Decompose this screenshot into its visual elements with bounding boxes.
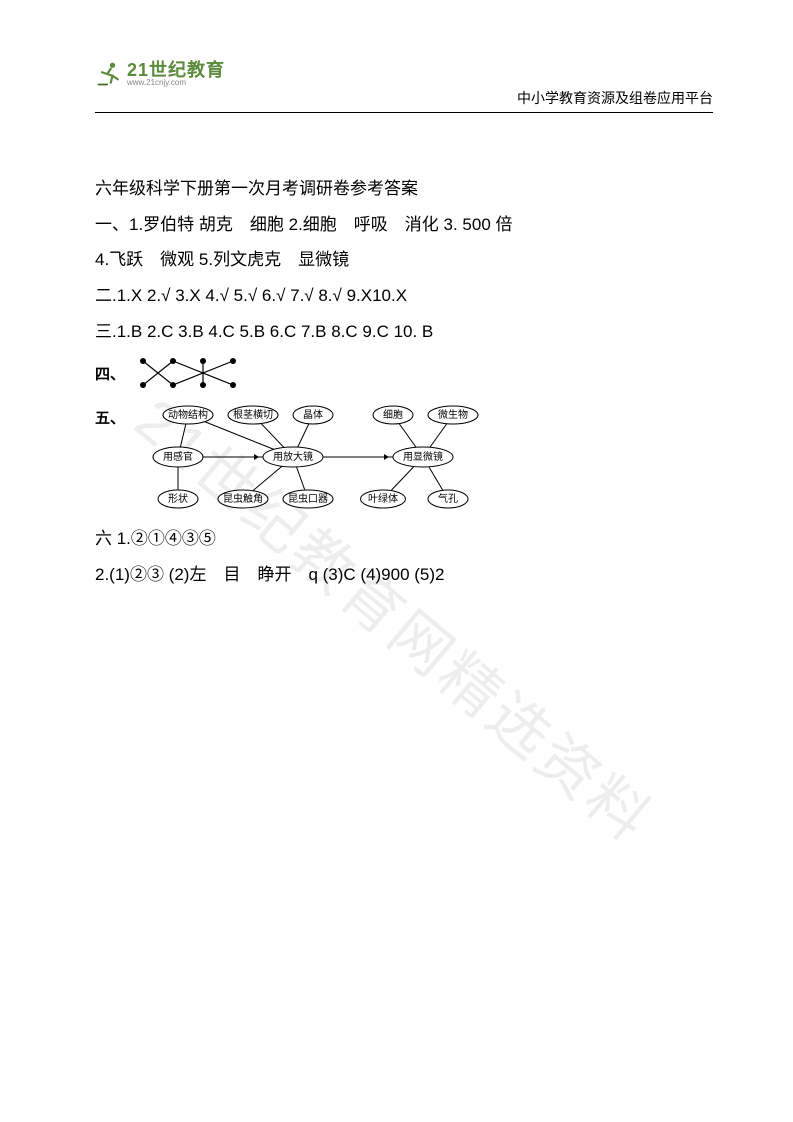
title: 六年级科学下册第一次月考调研卷参考答案 [95, 171, 713, 207]
section2: 二.1.X 2.√ 3.X 4.√ 5.√ 6.√ 7.√ 8.√ 9.X10.… [95, 278, 713, 314]
svg-text:气孔: 气孔 [438, 492, 458, 505]
svg-text:用放大镜: 用放大镜 [273, 450, 313, 463]
svg-text:形状: 形状 [168, 492, 188, 505]
svg-text:昆虫触角: 昆虫触角 [223, 492, 263, 505]
logo: 21世纪教育 www.21cnjy.com [95, 60, 225, 88]
svg-text:叶绿体: 叶绿体 [368, 492, 398, 505]
svg-text:用显微镜: 用显微镜 [403, 450, 443, 463]
section4-label: 四、 [95, 353, 125, 391]
section6-line2: 2.(1)②③ (2)左 目 睁开 q (3)C (4)900 (5)2 [95, 557, 713, 593]
svg-text:用感官: 用感官 [163, 450, 193, 463]
logo-text-wrap: 21世纪教育 www.21cnjy.com [127, 61, 225, 87]
logo-text: 21世纪教育 [127, 61, 225, 79]
svg-text:微生物: 微生物 [438, 408, 468, 421]
header: 21世纪教育 www.21cnjy.com 中小学教育资源及组卷应用平台 [95, 60, 713, 113]
section5-label: 五、 [95, 397, 125, 435]
section5-row: 五、 动物结构 根茎横切 晶体 细胞 微生物用感官 用放大镜 用显微镜形状 昆虫触角 昆虫口器 叶… [95, 397, 713, 517]
content: 六年级科学下册第一次月考调研卷参考答案 一、1.罗伯特 胡克 细胞 2.细胞 呼… [95, 171, 713, 593]
section1-line2: 4.飞跃 微观 5.列文虎克 显微镜 [95, 242, 713, 278]
header-right: 中小学教育资源及组卷应用平台 [517, 60, 713, 108]
svg-text:晶体: 晶体 [303, 409, 323, 421]
section3: 三.1.B 2.C 3.B 4.C 5.B 6.C 7.B 8.C 9.C 10… [95, 314, 713, 350]
page: 21世纪教育 www.21cnjy.com 中小学教育资源及组卷应用平台 六年级… [0, 0, 793, 653]
runner-icon [95, 60, 123, 88]
svg-text:昆虫口器: 昆虫口器 [288, 493, 328, 505]
section1-line1: 一、1.罗伯特 胡克 细胞 2.细胞 呼吸 消化 3. 500 倍 [95, 207, 713, 243]
svg-text:细胞: 细胞 [383, 408, 403, 421]
section4-row: 四、 [95, 353, 713, 393]
svg-text:动物结构: 动物结构 [168, 408, 208, 421]
matching-diagram [133, 353, 253, 393]
logo-url: www.21cnjy.com [127, 79, 225, 87]
concept-map: 动物结构 根茎横切 晶体 细胞 微生物用感官 用放大镜 用显微镜形状 昆虫触角 昆虫口器 叶绿体 气… [133, 397, 493, 517]
svg-text:根茎横切: 根茎横切 [233, 408, 273, 421]
section6-line1: 六 1.②①④③⑤ [95, 521, 713, 557]
